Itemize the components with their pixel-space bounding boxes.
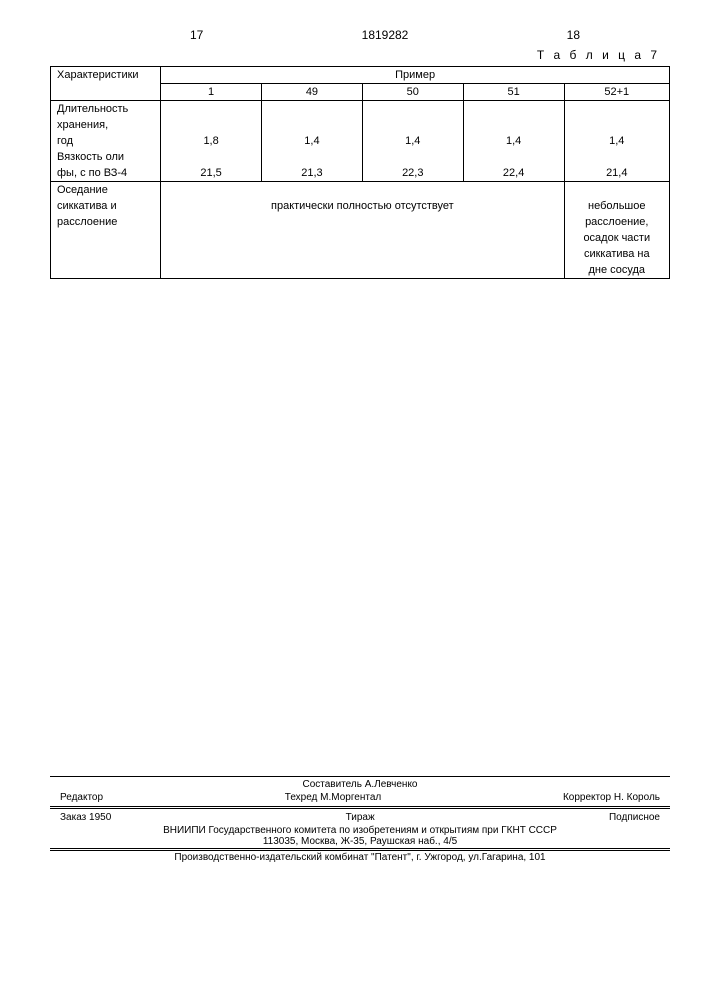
col0-header: Характеристи­ки (51, 67, 161, 101)
left-page-num: 17 (190, 28, 203, 42)
cell: 22,3 (362, 165, 463, 182)
table-label: Т а б л и ц а 7 (50, 48, 670, 62)
row-label: расслоение (51, 214, 161, 230)
doc-number: 1819282 (362, 28, 409, 42)
corrector: Корректор Н. Король (563, 792, 660, 803)
cell: 1,4 (362, 133, 463, 149)
span-cell: практически полностью отсутствует (161, 198, 564, 230)
tech: Техред М.Моргентал (285, 792, 381, 803)
row-label: Длительность (51, 101, 161, 118)
page-header: 17 1819282 18 (50, 28, 670, 42)
cell: небольшое (564, 198, 669, 214)
col-header: 51 (463, 84, 564, 101)
col-header: 1 (161, 84, 262, 101)
cell: осадок части (564, 230, 669, 246)
row-label: хранения, (51, 117, 161, 133)
cell: расслоение, (564, 214, 669, 230)
data-table: Характеристи­ки Пример 1 49 50 51 52+1 Д… (50, 66, 670, 279)
row-label: сиккатива и (51, 198, 161, 214)
cell: 1,4 (463, 133, 564, 149)
publisher: Производственно-издательский комбинат "П… (50, 852, 670, 863)
editor-label: Редактор (60, 792, 103, 803)
cell: 1,4 (262, 133, 363, 149)
cell: 1,4 (564, 133, 669, 149)
cell: 21,5 (161, 165, 262, 182)
footer: Составитель А.Левченко Редактор Техред М… (50, 774, 670, 863)
cell: 1,8 (161, 133, 262, 149)
row-label: год (51, 133, 161, 149)
cell: 22,4 (463, 165, 564, 182)
col-header: 49 (262, 84, 363, 101)
right-page-num: 18 (567, 28, 580, 42)
cell: 21,3 (262, 165, 363, 182)
order: Заказ 1950 (60, 812, 111, 823)
row-label: фы, с по ВЗ-4 (51, 165, 161, 182)
col-header: 50 (362, 84, 463, 101)
cell: 21,4 (564, 165, 669, 182)
col-header: 52+1 (564, 84, 669, 101)
cell: дне сосуда (564, 262, 669, 279)
org: ВНИИПИ Государственного комитета по изоб… (50, 825, 670, 836)
group-header: Пример (161, 67, 670, 84)
cell: сиккатива на (564, 246, 669, 262)
addr: 113035, Москва, Ж-35, Раушская наб., 4/5 (50, 836, 670, 847)
subscription: Подписное (609, 812, 660, 823)
row-label: Вязкость оли­ (51, 149, 161, 165)
circulation: Тираж (346, 812, 375, 823)
compiler: Составитель А.Левченко (50, 779, 670, 790)
row-label: Оседание (51, 182, 161, 199)
